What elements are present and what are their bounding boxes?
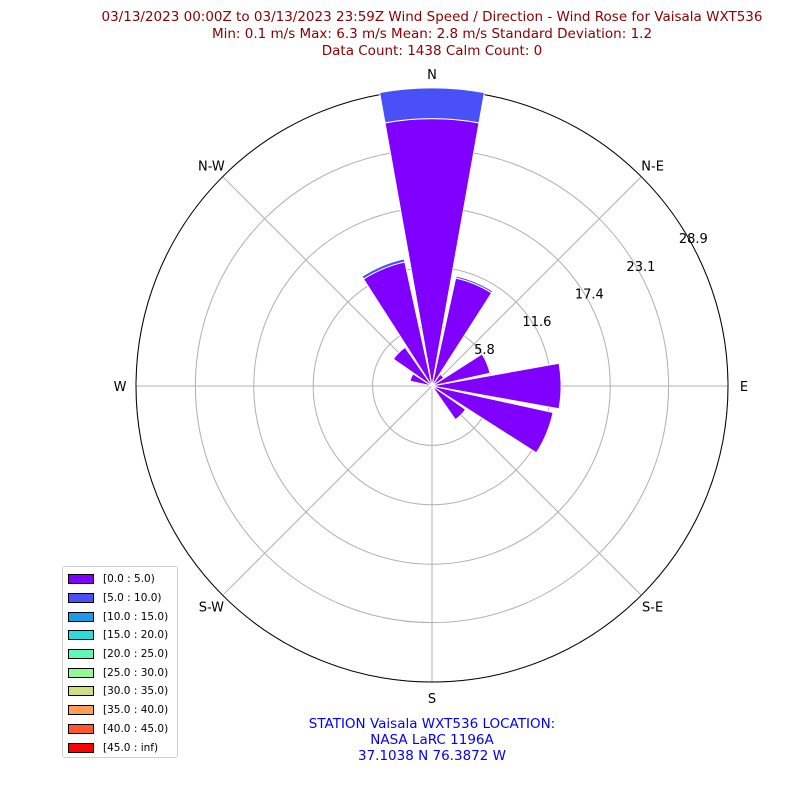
footer-line-3: 37.1038 N 76.3872 W	[358, 748, 506, 764]
radial-tick-label: 17.4	[575, 287, 604, 302]
legend-swatch	[68, 593, 94, 604]
legend-swatch	[68, 686, 94, 697]
wind-bar-d315-b0	[392, 346, 433, 387]
legend-item: [10.0 : 15.0)	[68, 607, 177, 626]
wind-bar-d180-b0	[431, 385, 433, 389]
direction-label-s: S	[428, 692, 436, 707]
footer-line-2: NASA LaRC 1196A	[370, 732, 494, 748]
legend-label: [20.0 : 25.0)	[103, 648, 169, 661]
wind-bar-d22.5-b1	[455, 275, 494, 294]
wind-bar-d337.5-b1	[361, 258, 406, 280]
legend-swatch	[68, 630, 94, 641]
legend-label: [10.0 : 15.0)	[103, 610, 169, 623]
legend-item: [25.0 : 30.0)	[68, 663, 177, 682]
legend-label: [0.0 : 5.0)	[103, 573, 155, 586]
legend-swatch	[68, 574, 94, 585]
wind-bar-d135-b0	[431, 385, 467, 421]
wind-bar-d112.5-b0	[431, 385, 554, 454]
legend-item: [30.0 : 35.0)	[68, 682, 177, 701]
legend-label: [15.0 : 20.0)	[103, 629, 169, 642]
direction-label-e: E	[740, 380, 748, 395]
spoke-line	[222, 176, 433, 387]
legend-label: [35.0 : 40.0)	[103, 704, 169, 717]
station-footer: STATION Vaisala WXT536 LOCATION: NASA La…	[232, 716, 632, 764]
legend-swatch	[68, 742, 94, 753]
legend-item: [20.0 : 25.0)	[68, 645, 177, 664]
legend-item: [40.0 : 45.0)	[68, 720, 177, 739]
legend-swatch	[68, 723, 94, 734]
legend-label: [30.0 : 35.0)	[103, 685, 169, 698]
radial-tick-label: 23.1	[626, 260, 655, 275]
wind-bar-d45-b0	[431, 373, 445, 387]
legend-swatch	[68, 649, 94, 660]
wind-bar-d90-b0	[431, 362, 562, 410]
footer-line-1: STATION Vaisala WXT536 LOCATION:	[308, 716, 556, 732]
legend-item: [0.0 : 5.0)	[68, 570, 177, 589]
direction-label-s-e: S-E	[642, 601, 663, 616]
wind-bar-d292.5-b0	[409, 373, 433, 387]
direction-label-n-e: N-E	[641, 159, 664, 174]
direction-label-n: N	[427, 68, 437, 83]
title-line-1: 03/13/2023 00:00Z to 03/13/2023 23:59Z W…	[101, 9, 763, 25]
radial-tick-label: 11.6	[522, 315, 551, 330]
legend-swatch	[68, 667, 94, 678]
spoke-line	[431, 385, 642, 596]
title-line-3: Data Count: 1438 Calm Count: 0	[321, 43, 543, 59]
chart-title: 03/13/2023 00:00Z to 03/13/2023 23:59Z W…	[0, 9, 800, 60]
wind-bar-d0-b1	[379, 87, 485, 124]
wind-bar-d67.5-b0	[431, 353, 491, 387]
legend-swatch	[68, 611, 94, 622]
legend-label: [40.0 : 45.0)	[103, 722, 169, 735]
legend-swatch	[68, 705, 94, 716]
title-line-2: Min: 0.1 m/s Max: 6.3 m/s Mean: 2.8 m/s …	[211, 26, 653, 42]
legend-label: [25.0 : 30.0)	[103, 666, 169, 679]
spoke-line	[431, 176, 642, 387]
legend-item: [5.0 : 10.0)	[68, 589, 177, 608]
wind-bar-d0-b0	[384, 118, 480, 387]
legend-label: [45.0 : inf)	[103, 741, 159, 754]
legend-item: [35.0 : 40.0)	[68, 701, 177, 720]
legend: [0.0 : 5.0) [5.0 : 10.0) [10.0 : 15.0) [15.…	[62, 566, 178, 758]
direction-label-s-w: S-W	[199, 601, 224, 616]
radial-tick-label: 5.8	[474, 343, 495, 358]
radial-tick-label: 28.9	[679, 232, 708, 247]
legend-item: [45.0 : inf)	[68, 738, 177, 757]
legend-item: [15.0 : 20.0)	[68, 626, 177, 645]
direction-label-n-w: N-W	[198, 159, 225, 174]
spoke-line	[222, 385, 433, 596]
legend-label: [5.0 : 10.0)	[103, 592, 162, 605]
direction-label-w: W	[114, 380, 127, 395]
